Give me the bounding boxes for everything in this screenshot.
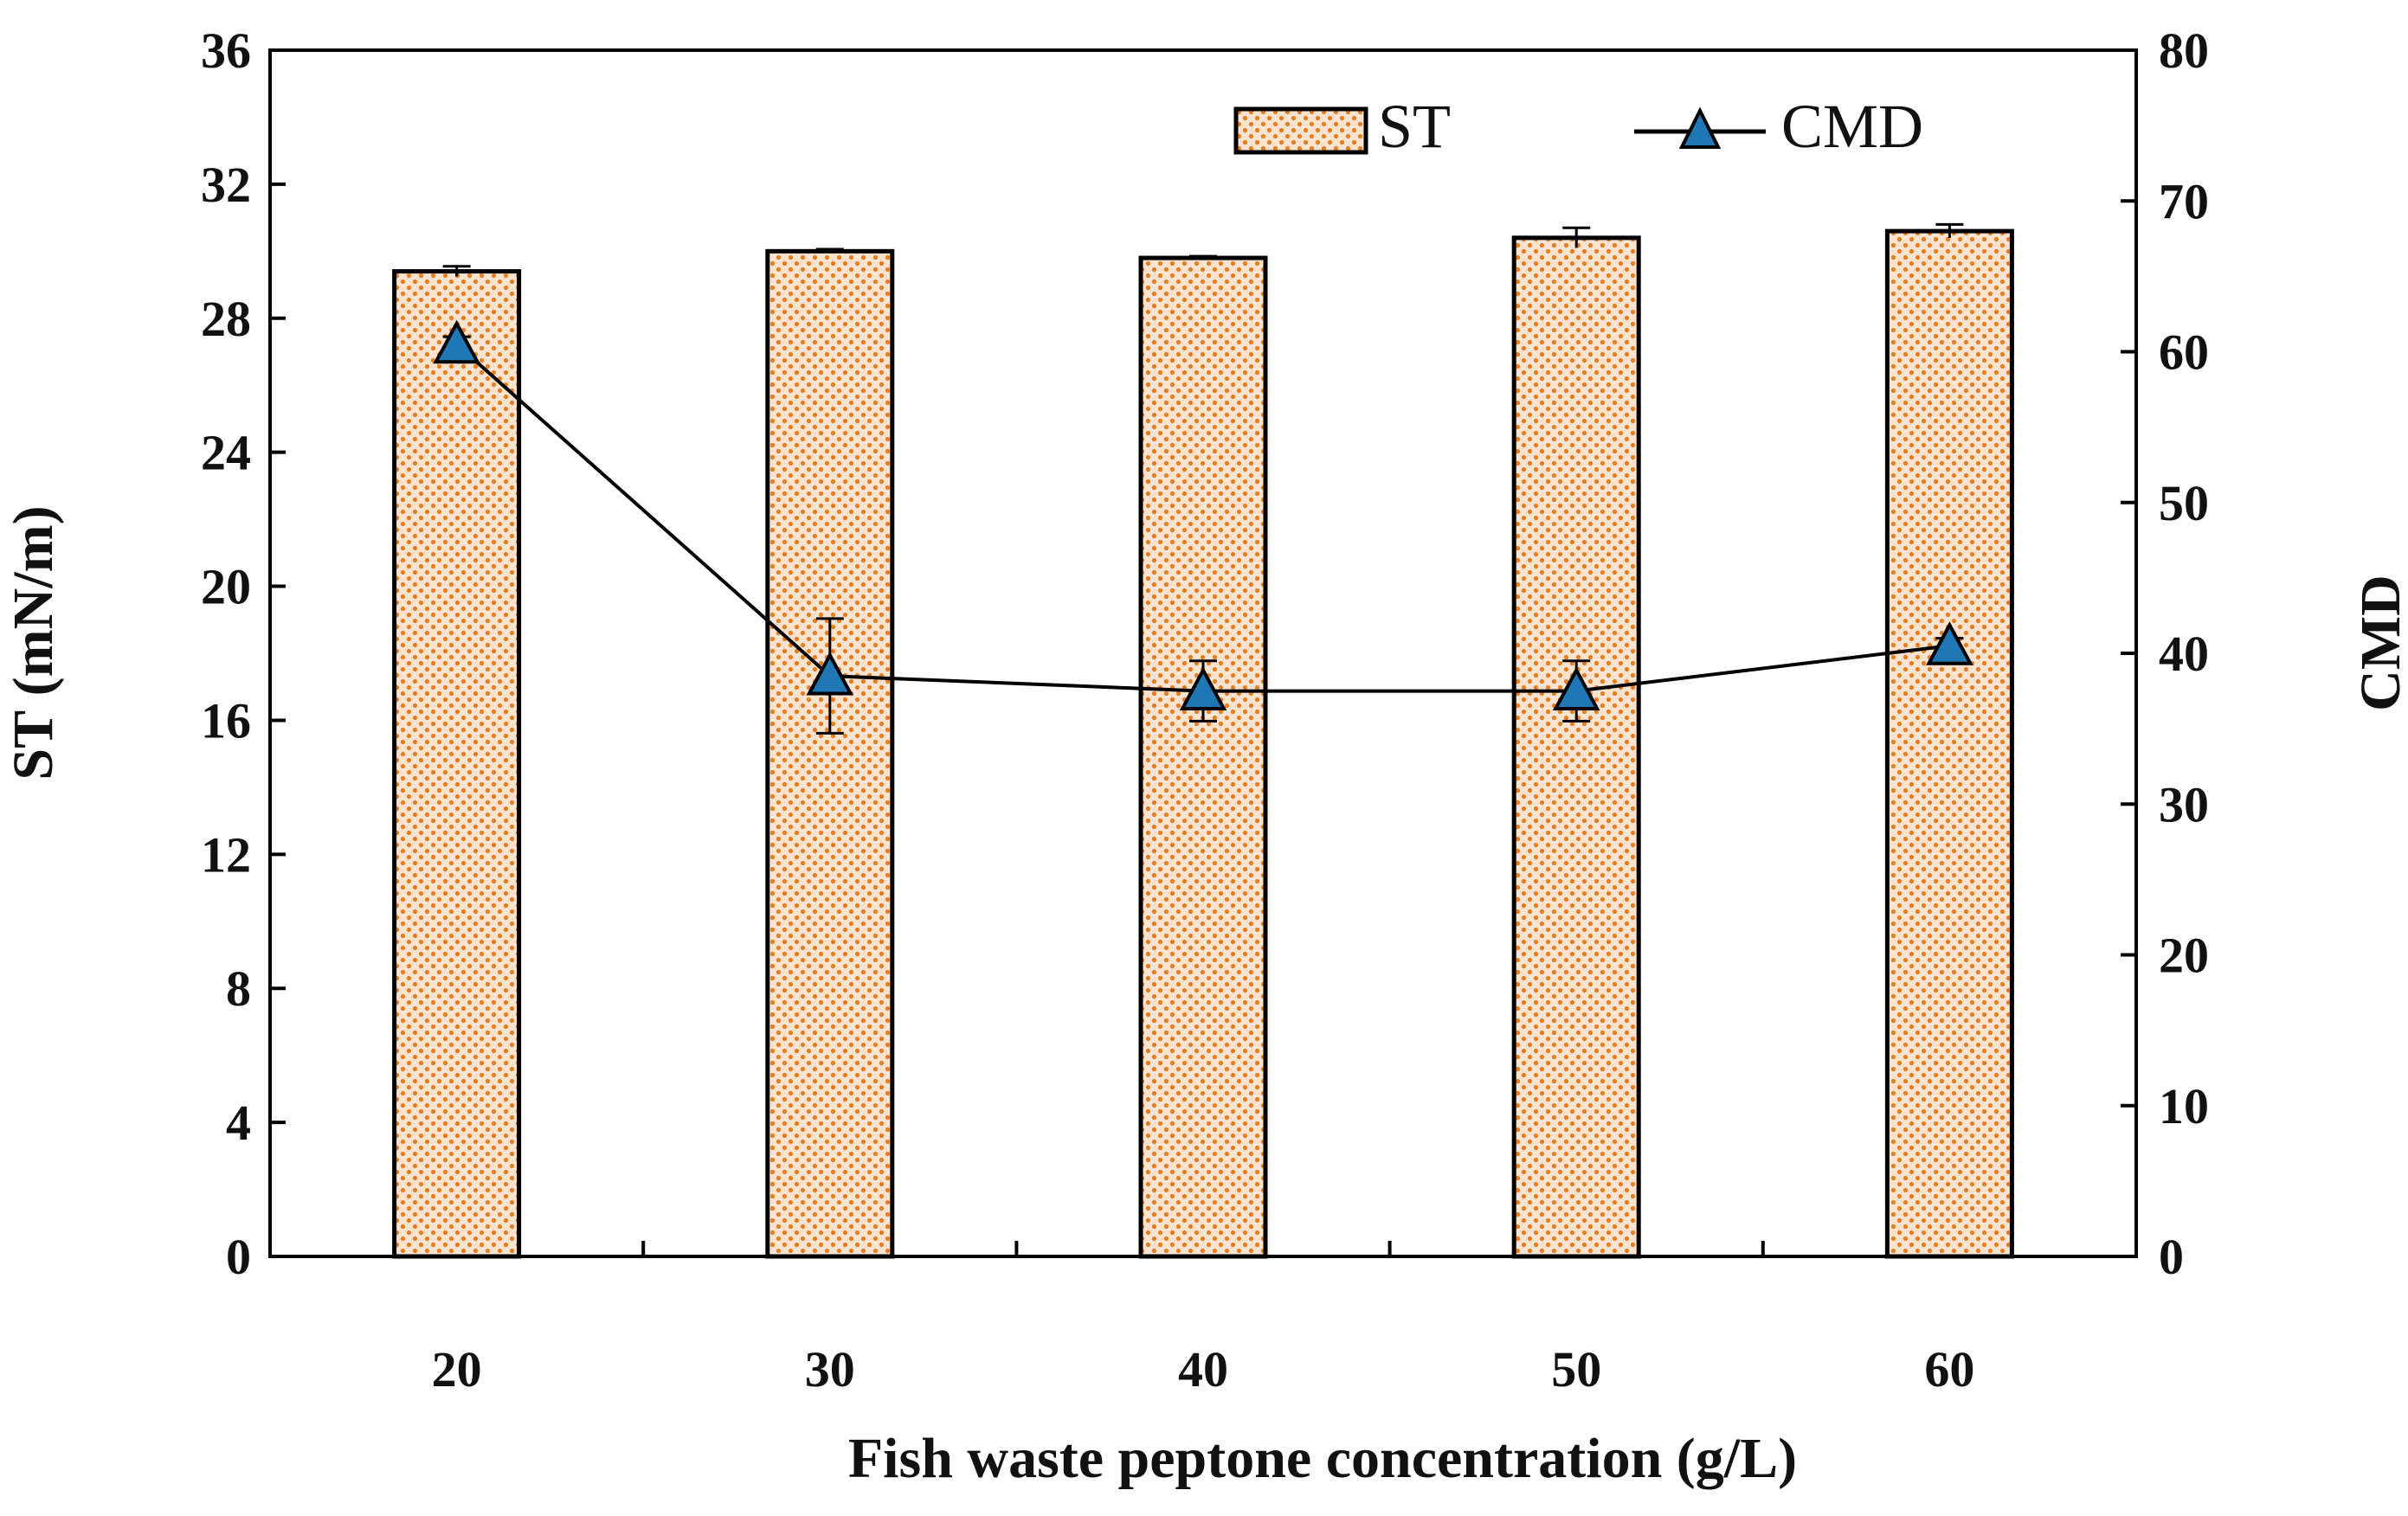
legend-marker-cmd [1678,106,1722,149]
st-bar [1511,235,1641,1259]
legend-label-cmd: CMD [1781,92,1923,161]
left-tick-label: 20 [201,559,251,615]
right-tick-label: 70 [2159,173,2209,229]
cmd-point [1552,666,1600,710]
left-tick-label: 16 [201,692,251,748]
right-tick-label: 10 [2159,1078,2209,1134]
cmd-line-layer [433,319,1973,735]
cmd-point [1926,621,1973,665]
labels-layer: 0 4 8 12 16 20 24 28 32 36 0 10 20 30 40 50 60 70 80 20 30 40… [201,22,2209,1397]
right-tick-label: 40 [2159,626,2209,682]
left-tick-label: 36 [201,22,251,79]
left-tick-label: 28 [201,291,251,347]
st-bar [765,248,895,1259]
right-tick-label: 30 [2159,776,2209,832]
right-axis-title: CMD [2349,575,2408,711]
x-tick-label: 30 [805,1341,855,1397]
bars-layer [392,222,2014,1259]
x-tick-label: 60 [1924,1341,1974,1397]
right-tick-label: 50 [2159,475,2209,531]
st-bar [392,269,522,1259]
cmd-point [433,319,480,364]
x-tick-label: 40 [1178,1341,1228,1397]
right-tick-label: 60 [2159,324,2209,381]
left-tick-label: 24 [201,425,251,481]
cmd-point [1179,666,1227,710]
right-tick-label: 0 [2159,1229,2184,1285]
left-axis-title: ST (mN/m) [2,505,65,780]
x-tick-label: 20 [432,1341,482,1397]
st-bar [1884,228,2014,1259]
x-tick-label: 50 [1551,1341,1601,1397]
legend-swatch-st [1233,106,1368,155]
left-tick-label: 8 [226,960,251,1017]
right-tick-label: 80 [2159,22,2209,79]
legend: ST CMD [1233,92,1923,161]
left-tick-label: 12 [201,826,251,883]
legend-label-st: ST [1378,92,1451,161]
st-bar [1138,255,1268,1259]
cmd-point [806,651,854,696]
x-axis-title: Fish waste peptone concentration (g/L) [848,1427,1797,1490]
left-tick-label: 0 [226,1229,251,1285]
left-tick-label: 4 [226,1095,251,1151]
right-tick-label: 20 [2159,928,2209,984]
left-tick-label: 32 [201,157,251,213]
